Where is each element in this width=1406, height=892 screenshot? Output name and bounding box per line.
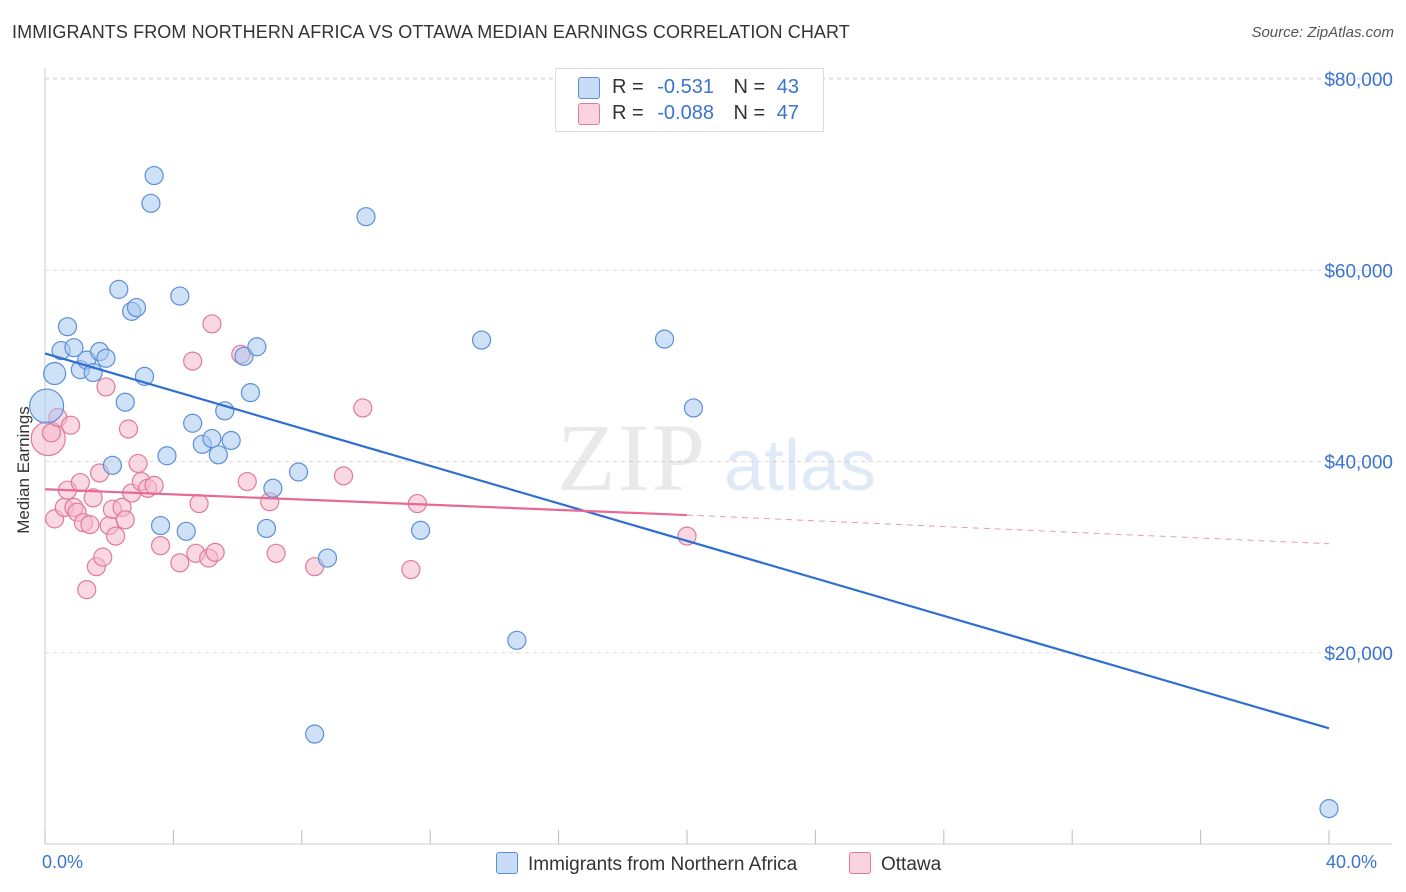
data-point xyxy=(70,472,90,493)
data-point xyxy=(102,455,123,475)
data-point xyxy=(118,419,139,439)
data-point xyxy=(683,398,704,418)
data-point xyxy=(208,445,228,465)
data-point xyxy=(256,518,277,539)
y-tick-label: $60,000 xyxy=(1324,261,1393,282)
data-point xyxy=(115,510,135,530)
legend-label: Ottawa xyxy=(881,854,942,875)
data-point xyxy=(176,521,196,541)
data-point xyxy=(77,580,97,600)
legend-swatch-series1 xyxy=(578,77,600,99)
data-point xyxy=(266,543,286,563)
data-point xyxy=(240,383,261,403)
data-point xyxy=(29,388,65,424)
r-label: R = xyxy=(612,76,644,98)
trend-line-extension xyxy=(686,514,1330,545)
trend-line xyxy=(44,352,1330,730)
data-point xyxy=(305,724,325,744)
data-point xyxy=(43,361,67,386)
r-value: -0.531 xyxy=(657,76,714,98)
watermark-atlas: atlas xyxy=(724,426,876,506)
data-point xyxy=(263,478,283,498)
data-point xyxy=(96,348,116,368)
data-point xyxy=(109,279,129,299)
data-point xyxy=(106,526,126,546)
data-point xyxy=(189,493,209,514)
data-point xyxy=(401,559,421,580)
y-tick-label: $40,000 xyxy=(1324,453,1393,474)
n-value: 47 xyxy=(776,102,800,124)
data-point xyxy=(471,330,492,350)
r-label: R = xyxy=(612,102,644,124)
data-points xyxy=(29,165,1339,819)
data-point xyxy=(64,338,84,358)
data-point xyxy=(221,430,241,451)
data-point xyxy=(150,515,171,536)
data-point xyxy=(202,314,222,334)
data-point xyxy=(183,413,203,433)
data-point xyxy=(654,329,675,349)
data-point xyxy=(61,415,81,435)
data-point xyxy=(170,286,190,306)
data-point xyxy=(83,488,103,508)
data-point xyxy=(183,351,203,371)
data-point xyxy=(317,548,338,568)
data-point xyxy=(115,392,135,412)
data-point xyxy=(247,337,267,357)
data-point xyxy=(333,466,354,486)
data-point xyxy=(128,453,148,474)
data-point xyxy=(237,471,257,492)
r-value: -0.088 xyxy=(657,102,714,124)
data-point xyxy=(205,542,225,562)
data-point xyxy=(356,207,376,227)
data-point xyxy=(93,547,113,567)
data-point xyxy=(202,428,222,449)
legend-label: Immigrants from Northern Africa xyxy=(528,854,798,875)
data-point xyxy=(96,377,116,397)
y-tick-label: $80,000 xyxy=(1324,70,1393,91)
y-tick-labels: $20,000 $40,000 $60,000 $80,000 xyxy=(1324,70,1393,665)
watermark-zip: ZIP xyxy=(557,404,707,511)
legend-item-series2[interactable]: Ottawa xyxy=(849,852,941,876)
x-tick-max: 40.0% xyxy=(1326,852,1378,872)
data-point xyxy=(507,630,527,650)
data-point xyxy=(144,165,164,186)
legend-swatch xyxy=(849,852,871,874)
data-point xyxy=(353,398,373,418)
legend-item-series1[interactable]: Immigrants from Northern Africa xyxy=(496,852,797,876)
data-point xyxy=(150,536,171,556)
stats-legend: R = -0.531 N = 43 R = -0.088 N = 47 xyxy=(555,68,824,132)
n-label: N = xyxy=(733,76,766,98)
data-point xyxy=(80,515,100,535)
source-label: Source: ZipAtlas.com xyxy=(1251,24,1394,41)
data-point xyxy=(57,317,78,337)
trend-line xyxy=(44,488,688,517)
trend-lines xyxy=(44,352,1330,730)
data-point xyxy=(288,462,309,482)
chart-title: IMMIGRANTS FROM NORTHERN AFRICA VS OTTAW… xyxy=(12,22,850,42)
n-value: 43 xyxy=(776,76,800,98)
data-point xyxy=(141,193,161,213)
data-point xyxy=(234,346,254,366)
n-label: N = xyxy=(733,102,766,124)
legend-swatch xyxy=(496,852,518,874)
data-point xyxy=(144,475,164,496)
legend-swatch-series2 xyxy=(578,103,600,125)
y-axis-label: Median Earnings xyxy=(14,406,33,534)
axes xyxy=(44,68,1392,845)
data-point xyxy=(126,297,147,318)
data-point xyxy=(1319,799,1339,819)
data-point xyxy=(410,520,431,540)
data-point xyxy=(170,553,190,573)
x-tick-min: 0.0% xyxy=(42,852,84,872)
watermark: ZIP atlas xyxy=(557,404,876,511)
y-tick-label: $20,000 xyxy=(1324,644,1393,665)
data-point xyxy=(157,446,177,466)
